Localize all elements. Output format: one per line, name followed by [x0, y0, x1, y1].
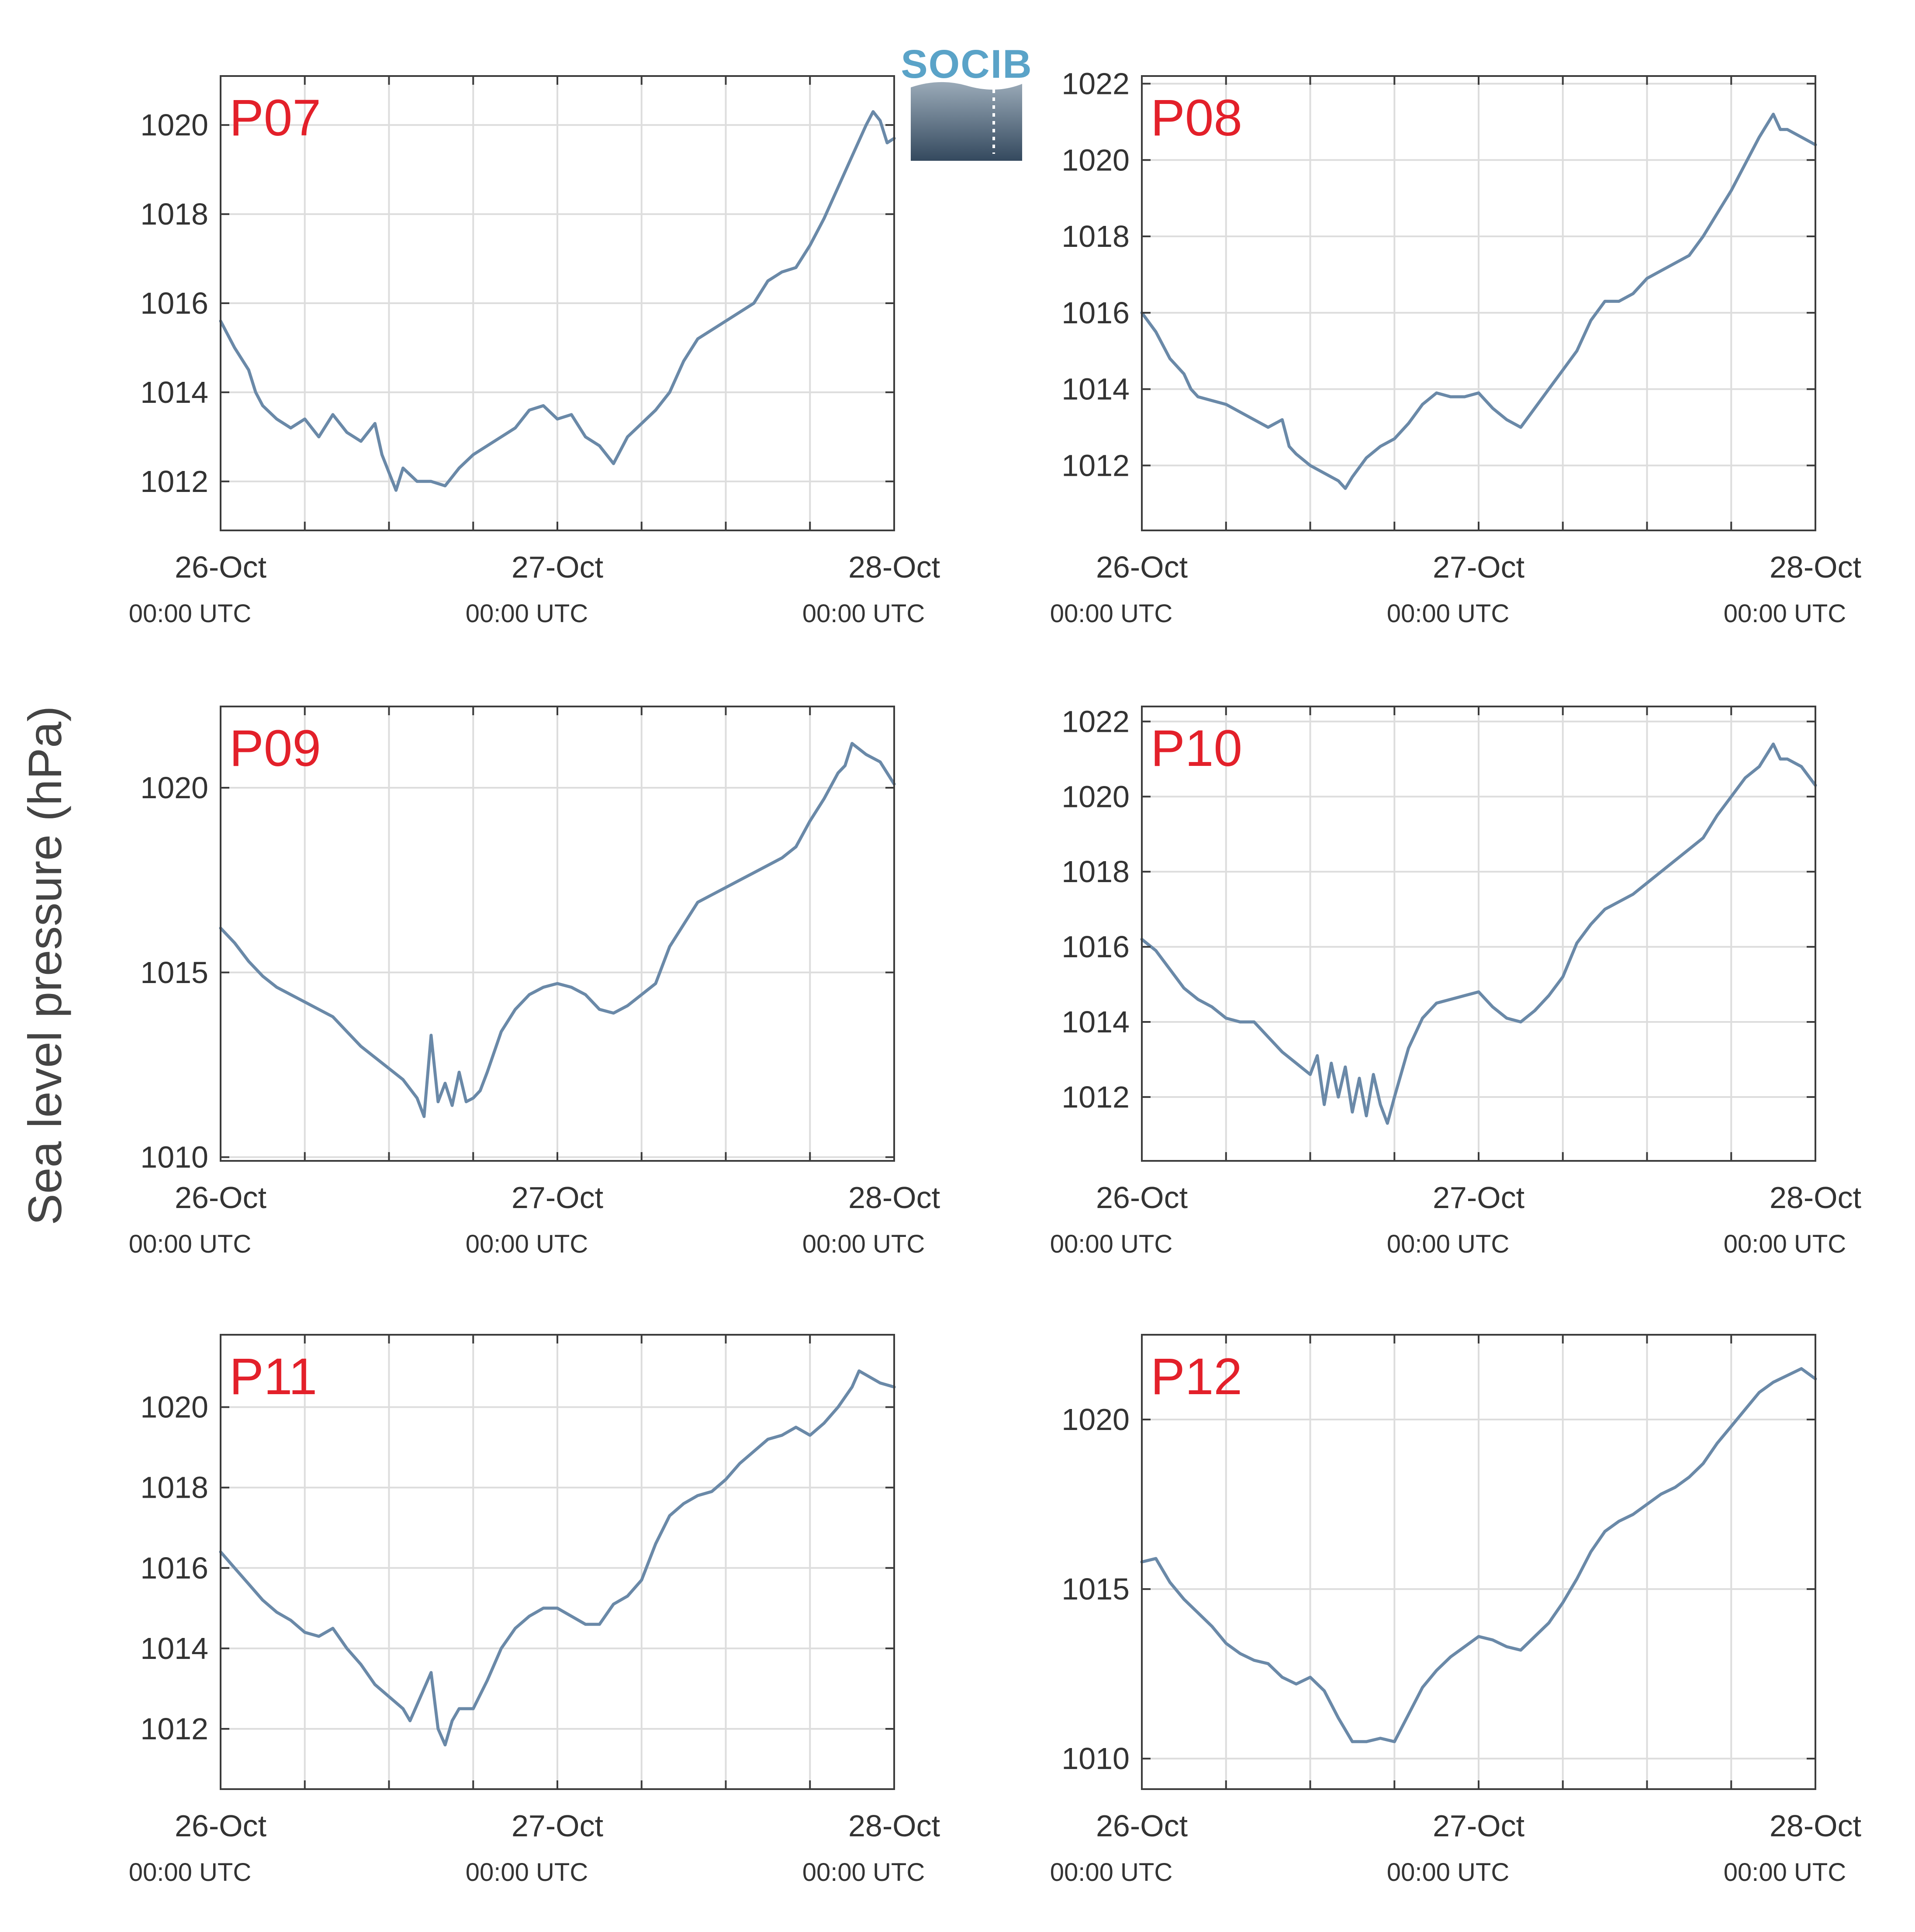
panel-label: P11 — [229, 1348, 317, 1406]
y-tick-label: 1012 — [1061, 1080, 1130, 1114]
x-tick-date-label: 26-Oct — [1096, 1809, 1188, 1843]
logo-wave — [911, 82, 1022, 161]
x-tick-date-label: 26-Oct — [175, 1809, 266, 1843]
x-tick-date-label: 27-Oct — [512, 550, 603, 584]
x-tick-date-label: 27-Oct — [1433, 1181, 1524, 1215]
panel-label: P09 — [229, 720, 321, 777]
series-line — [219, 742, 896, 1118]
x-tick-date-label: 28-Oct — [848, 550, 940, 584]
panel-label: P08 — [1151, 89, 1242, 147]
series-line — [219, 1369, 896, 1747]
x-tick-time-label: 00:00 UTC — [129, 599, 251, 628]
x-tick-date-label: 28-Oct — [1770, 550, 1861, 584]
x-tick-time-label: 00:00 UTC — [802, 599, 925, 628]
y-tick-label: 1020 — [140, 108, 208, 142]
panel-label: P10 — [1151, 720, 1242, 777]
panel-label: P07 — [229, 89, 321, 147]
y-tick-label: 1020 — [140, 771, 208, 805]
x-tick-time-label: 00:00 UTC — [1387, 1230, 1509, 1258]
panels: 1012 1014 1016 1018 1020 26-Oct 00:00 UTC 27-Oc… — [129, 66, 1861, 1887]
y-tick-label: 1014 — [140, 375, 208, 409]
y-tick-label: 1016 — [1061, 930, 1130, 964]
x-tick-date-label: 27-Oct — [1433, 550, 1524, 584]
y-tick-label: 1020 — [1061, 143, 1130, 177]
y-tick-label: 1018 — [1061, 219, 1130, 253]
y-tick-label: 1016 — [1061, 296, 1130, 330]
x-tick-date-label: 26-Oct — [175, 550, 266, 584]
y-tick-label: 1018 — [140, 197, 208, 231]
y-tick-label: 1015 — [1061, 1572, 1130, 1606]
y-tick-label: 1016 — [140, 1551, 208, 1585]
x-tick-date-label: 27-Oct — [512, 1181, 603, 1215]
y-tick-label: 1014 — [140, 1631, 208, 1665]
y-tick-label: 1012 — [140, 1712, 208, 1746]
x-tick-date-label: 27-Oct — [512, 1809, 603, 1843]
y-tick-label: 1012 — [1061, 448, 1130, 482]
y-tick-label: 1020 — [1061, 779, 1130, 814]
y-tick-label: 1018 — [140, 1471, 208, 1505]
y-tick-label: 1012 — [140, 464, 208, 499]
y-tick-label: 1016 — [140, 286, 208, 320]
x-tick-time-label: 00:00 UTC — [1387, 599, 1509, 628]
y-tick-label: 1020 — [1061, 1402, 1130, 1437]
series-line — [1140, 1367, 1817, 1743]
panel-p08: 1012 1014 1016 1018 1020 1022 26-Oct 00:00 UTC 2… — [1050, 66, 1861, 628]
socib-logo: SOCIB — [901, 42, 1032, 161]
x-tick-time-label: 00:00 UTC — [466, 1230, 588, 1258]
x-tick-date-label: 27-Oct — [1433, 1809, 1524, 1843]
x-tick-time-label: 00:00 UTC — [1050, 1858, 1172, 1887]
panel-p10: 1012 1014 1016 1018 1020 1022 26-Oct 00:00 UTC 2… — [1050, 704, 1861, 1258]
y-tick-label: 1014 — [1061, 1005, 1130, 1039]
x-tick-time-label: 00:00 UTC — [129, 1230, 251, 1258]
panel-p11: 1012 1014 1016 1018 1020 26-Oct 00:00 UTC 27-Oc… — [129, 1334, 940, 1887]
x-tick-date-label: 28-Oct — [848, 1181, 940, 1215]
x-tick-time-label: 00:00 UTC — [1050, 599, 1172, 628]
x-tick-time-label: 00:00 UTC — [802, 1858, 925, 1887]
panel-p09: 1010 1015 1020 26-Oct 00:00 UTC 27-Oct 00:00 U… — [129, 706, 940, 1258]
x-tick-time-label: 00:00 UTC — [466, 599, 588, 628]
x-tick-time-label: 00:00 UTC — [466, 1858, 588, 1887]
panel-p07: 1012 1014 1016 1018 1020 26-Oct 00:00 UTC 27-Oc… — [129, 75, 940, 628]
y-tick-label: 1018 — [1061, 855, 1130, 889]
y-tick-label: 1010 — [1061, 1742, 1130, 1776]
x-tick-date-label: 26-Oct — [1096, 1181, 1188, 1215]
y-tick-label: 1010 — [140, 1140, 208, 1174]
x-tick-date-label: 28-Oct — [848, 1809, 940, 1843]
x-tick-time-label: 00:00 UTC — [802, 1230, 925, 1258]
x-tick-date-label: 26-Oct — [1096, 550, 1188, 584]
x-tick-date-label: 26-Oct — [175, 1181, 266, 1215]
y-tick-label: 1020 — [140, 1390, 208, 1424]
series-line — [219, 110, 896, 492]
x-tick-time-label: 00:00 UTC — [1724, 1858, 1846, 1887]
y-tick-label: 1022 — [1061, 704, 1130, 738]
x-tick-date-label: 28-Oct — [1770, 1809, 1861, 1843]
series-line — [1140, 742, 1817, 1125]
y-tick-label: 1022 — [1061, 66, 1130, 100]
panel-p12: 1010 1015 1020 26-Oct 00:00 UTC 27-Oct 00:00 U… — [1050, 1334, 1861, 1887]
x-tick-time-label: 00:00 UTC — [1724, 1230, 1846, 1258]
x-tick-time-label: 00:00 UTC — [1387, 1858, 1509, 1887]
y-axis-label: Sea level pressure (hPa) — [18, 706, 71, 1226]
panel-label: P12 — [1151, 1348, 1242, 1406]
x-tick-date-label: 28-Oct — [1770, 1181, 1861, 1215]
logo-text: SOCIB — [901, 42, 1032, 87]
x-tick-time-label: 00:00 UTC — [1050, 1230, 1172, 1258]
series-line — [1140, 112, 1817, 490]
x-tick-time-label: 00:00 UTC — [1724, 599, 1846, 628]
y-tick-label: 1014 — [1061, 372, 1130, 406]
x-tick-time-label: 00:00 UTC — [129, 1858, 251, 1887]
y-tick-label: 1015 — [140, 956, 208, 990]
